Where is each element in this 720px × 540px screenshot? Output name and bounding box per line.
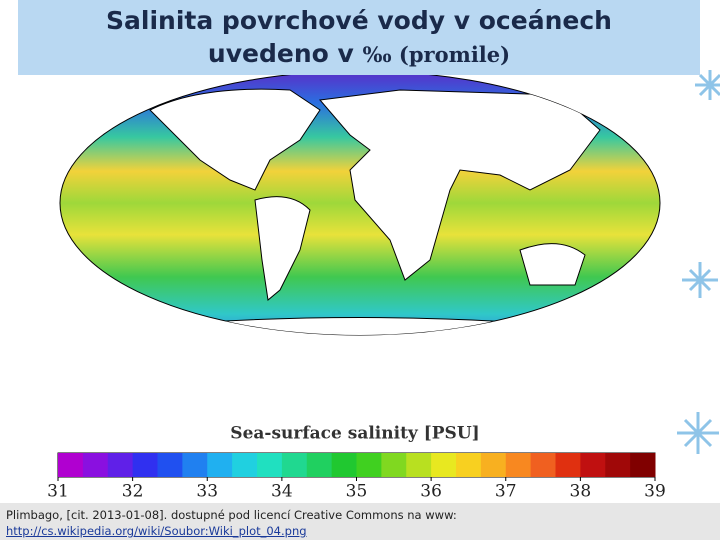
colorbar-swatch <box>356 453 382 477</box>
colorbar-swatch <box>505 453 532 477</box>
colorbar-swatch <box>257 453 283 477</box>
colorbar-swatch <box>605 453 631 477</box>
colorbar-swatch <box>58 453 84 477</box>
colorbar-swatch <box>82 453 109 477</box>
colorbar-swatch <box>132 453 158 477</box>
colorbar-swatch <box>630 453 656 477</box>
colorbar-swatch <box>281 453 308 477</box>
colorbar-title: Sea-surface salinity [PSU] <box>230 424 479 444</box>
tick-label: 39 <box>644 482 666 502</box>
tick-label: 31 <box>47 482 69 502</box>
colorbar-swatch <box>555 453 581 477</box>
colorbar-swatch <box>157 453 183 477</box>
eurasia-africa <box>319 89 601 281</box>
south-america <box>254 196 311 301</box>
subtitle-text: uvedeno v <box>207 39 354 68</box>
colorbar-swatch <box>207 453 233 477</box>
tick-label: 38 <box>570 482 592 502</box>
tick-label: 36 <box>420 482 442 502</box>
colorbar-swatch <box>331 453 357 477</box>
tick-label: 35 <box>346 482 368 502</box>
colorbar-swatch <box>306 453 333 477</box>
colorbar-swatch <box>530 453 556 477</box>
caption: Plimbago, [cit. 2013-01-08]. dostupné po… <box>0 503 720 540</box>
colorbar-swatch <box>381 453 407 477</box>
colorbar-swatch <box>406 453 432 477</box>
colorbar-swatch <box>232 453 258 477</box>
title: Salinita povrchové vody v oceánech <box>106 6 612 35</box>
colorbar-swatch <box>107 453 134 477</box>
tick-label: 34 <box>271 482 293 502</box>
tick-label: 32 <box>122 482 144 502</box>
colorbar-swatch <box>431 453 457 477</box>
colorbar-swatch <box>182 453 208 477</box>
subtitle: uvedeno v ‰ (promile) <box>18 38 700 71</box>
colorbar-swatch <box>580 453 606 477</box>
subtitle-unit: ‰ (promile) <box>362 42 511 67</box>
source: Plimbago, [cit. 2013-01-08]. dostupné po… <box>6 508 457 522</box>
tick-label: 33 <box>196 482 218 502</box>
tick-label: 37 <box>495 482 517 502</box>
colorbar-swatch <box>456 453 482 477</box>
source-link[interactable]: http://cs.wikipedia.org/wiki/Soubor:Wiki… <box>6 524 307 538</box>
snowflakes <box>677 70 720 454</box>
title-box: Salinita povrchové vody v oceánech uvede… <box>18 0 700 75</box>
colorbar-swatch <box>480 453 507 477</box>
colorbar: 31 32 33 34 35 36 37 38 39 <box>47 453 666 502</box>
australia <box>519 243 586 286</box>
north-america <box>149 88 321 191</box>
